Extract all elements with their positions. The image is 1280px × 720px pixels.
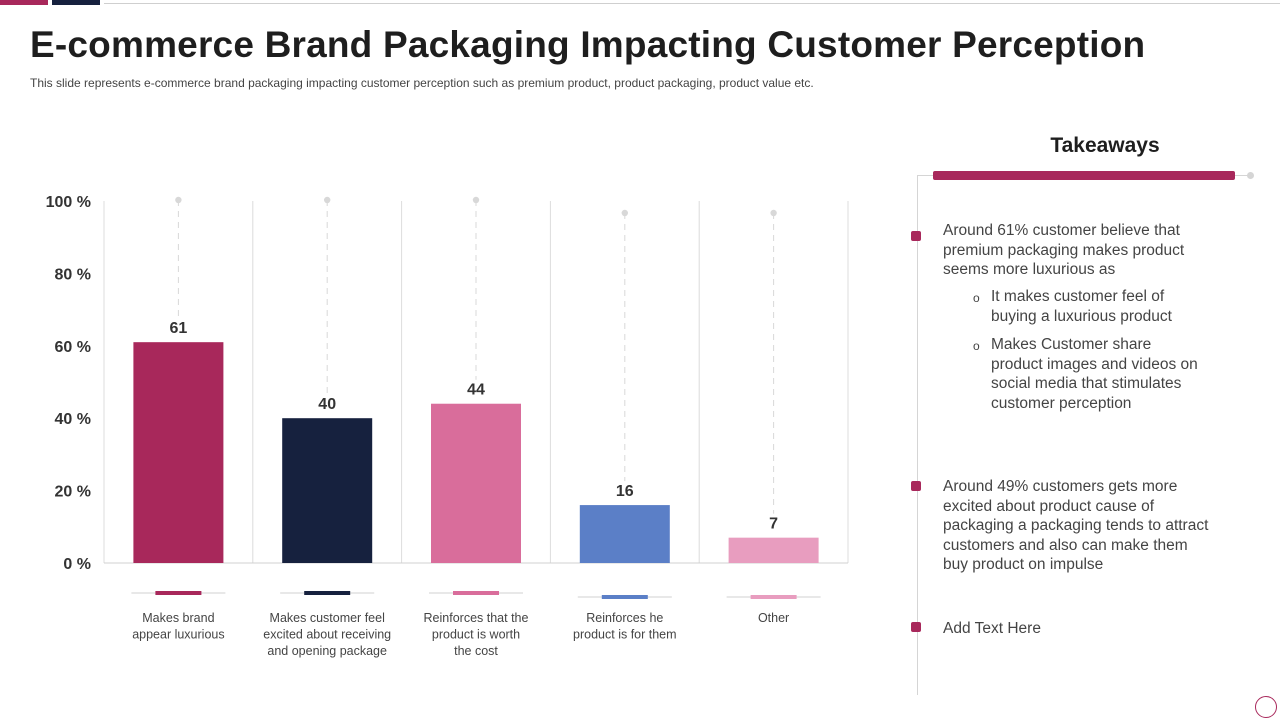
top-rule xyxy=(104,3,1280,4)
takeaway-1-subitem-1: It makes customer feel of buying a luxur… xyxy=(991,287,1241,326)
subitem-1-line-1: It makes customer feel of xyxy=(991,288,1165,305)
guide-dot xyxy=(621,209,628,217)
takeaway-3-bullet-icon xyxy=(911,622,921,632)
corner-circle-icon xyxy=(1255,696,1277,718)
takeaway-1-bullet-icon xyxy=(911,231,921,241)
takeaways-vertical-line xyxy=(917,175,918,695)
subitem-2-line-1: Makes Customer share xyxy=(991,336,1152,353)
guide-dot xyxy=(770,209,777,217)
bar xyxy=(282,418,373,563)
bar-chart: 0 % 20 % 40 % 60 % 80 % 100 % 61 Makes brand app… xyxy=(46,194,849,658)
y-tick-label: 60 % xyxy=(55,339,91,356)
guide-dot xyxy=(472,196,480,204)
y-tick-label: 0 % xyxy=(63,556,91,573)
page-subtitle: This slide represents e-commerce brand p… xyxy=(30,76,814,90)
page-title: E-commerce Brand Packaging Impacting Cus… xyxy=(30,24,1146,65)
category-marker xyxy=(601,595,648,599)
guide-dot xyxy=(175,196,182,204)
top-accent-magenta xyxy=(0,0,48,5)
takeaway-1-line-2: premium packaging makes product xyxy=(943,241,1185,259)
category-label: product is for them xyxy=(573,628,677,642)
takeaway-2-line-1: Around 49% customers gets more xyxy=(943,478,1178,495)
y-tick-label: 40 % xyxy=(55,411,91,428)
subitem-2-line-4: customer perception xyxy=(991,394,1132,412)
top-accent-navy xyxy=(52,0,100,5)
subitem-2-line-2: product images and videos on xyxy=(991,355,1198,373)
takeaway-2-line-3: packaging a packaging tends to attract xyxy=(943,517,1209,534)
bar xyxy=(579,505,670,563)
category-label: the cost xyxy=(454,644,498,658)
sub-bullet-2-icon: o xyxy=(973,339,980,353)
takeaway-2-bullet-icon xyxy=(911,481,921,491)
category-label: Reinforces that the xyxy=(424,611,529,625)
takeaways-accent-bar xyxy=(933,171,1235,180)
category-marker xyxy=(155,591,202,595)
takeaway-1-line-1: Around 61% customer believe that xyxy=(943,222,1180,239)
bar xyxy=(728,537,819,563)
category-label: and opening package xyxy=(267,644,387,658)
category-label: Other xyxy=(758,611,789,625)
bar-value-label: 44 xyxy=(467,382,485,399)
category-marker xyxy=(304,591,351,595)
takeaways-rule-end-dot xyxy=(1247,172,1254,179)
takeaway-1-line-3: seems more luxurious as xyxy=(943,261,1116,278)
takeaway-2-line-5: buy product on impulse xyxy=(943,556,1104,573)
category-label: Makes customer feel xyxy=(270,611,385,625)
takeaways-title: Takeaways xyxy=(1050,134,1160,157)
takeaway-2-line-4: customers and also can make them xyxy=(943,536,1188,554)
category-label: Reinforces he xyxy=(586,611,663,625)
bar-value-label: 16 xyxy=(616,483,634,500)
guide-dot xyxy=(324,196,331,204)
y-tick-label: 100 % xyxy=(46,194,91,211)
takeaway-2-text: Around 49% customers gets more excited a… xyxy=(943,477,1263,575)
bar-value-label: 61 xyxy=(170,320,188,337)
subitem-1-line-2: buying a luxurious product xyxy=(991,307,1172,325)
takeaway-1-subitem-2: Makes Customer share product images and … xyxy=(991,335,1241,413)
category-label: Makes brand xyxy=(142,611,214,625)
takeaway-3-text[interactable]: Add Text Here xyxy=(943,619,1243,639)
y-tick-label: 20 % xyxy=(55,484,91,501)
bar xyxy=(133,342,224,563)
bar xyxy=(431,403,521,563)
category-label: excited about receiving xyxy=(263,628,391,642)
takeaway-2-line-2: excited about product cause of xyxy=(943,497,1155,515)
subitem-2-line-3: social media that stimulates xyxy=(991,375,1182,392)
category-label: product is worth xyxy=(432,628,520,642)
category-label: appear luxurious xyxy=(132,628,224,642)
category-marker xyxy=(750,595,797,599)
takeaway-3-line-1[interactable]: Add Text Here xyxy=(943,620,1041,637)
category-marker xyxy=(453,591,499,595)
y-tick-label: 80 % xyxy=(55,266,91,283)
bar-value-label: 7 xyxy=(769,516,778,533)
bar-value-label: 40 xyxy=(318,396,336,413)
sub-bullet-1-icon: o xyxy=(973,291,980,305)
takeaway-1-text: Around 61% customer believe that premium… xyxy=(943,221,1243,280)
